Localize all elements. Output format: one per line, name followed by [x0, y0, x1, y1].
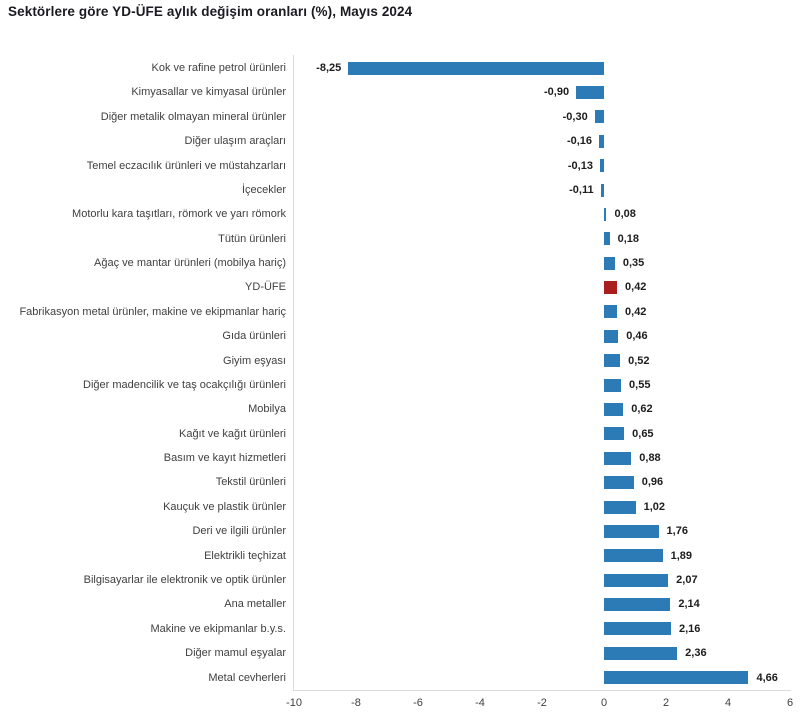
- value-label: -8,25: [316, 62, 342, 74]
- bar[interactable]: [604, 646, 678, 660]
- value-label: -0,13: [567, 159, 593, 172]
- value-label: 1,89: [670, 549, 692, 562]
- category-label: Tekstil ürünleri: [215, 476, 286, 489]
- x-tick-label: -10: [286, 697, 302, 709]
- bar[interactable]: [604, 232, 610, 246]
- category-label: İçecekler: [241, 183, 286, 196]
- value-label: 0,08: [614, 208, 636, 221]
- x-tick-label: 2: [662, 697, 670, 709]
- category-label: Ağaç ve mantar ürünleri (mobilya hariç): [94, 257, 286, 270]
- category-label: YD-ÜFE: [245, 281, 286, 294]
- bar[interactable]: [604, 549, 663, 563]
- value-label: 0,42: [625, 281, 647, 294]
- category-label: Temel eczacılık ürünleri ve müstahzarlar…: [86, 159, 286, 172]
- bar[interactable]: [576, 86, 604, 100]
- bar[interactable]: [604, 524, 659, 538]
- bar[interactable]: [604, 378, 622, 392]
- bar[interactable]: [604, 573, 669, 587]
- value-label: 0,96: [641, 476, 664, 489]
- category-label: Basım ve kayıt hizmetleri: [163, 452, 286, 465]
- x-tick-label: 4: [724, 697, 732, 709]
- category-label: Elektrikli teçhizat: [204, 549, 286, 562]
- value-label: 0,62: [631, 403, 653, 416]
- category-label: Diğer ulaşım araçları: [184, 135, 286, 148]
- bar[interactable]: [604, 671, 749, 685]
- value-label: 0,88: [639, 452, 661, 465]
- category-label: Deri ve ilgili ürünler: [192, 525, 286, 538]
- value-label: 0,52: [628, 354, 650, 367]
- bar[interactable]: [604, 451, 632, 465]
- bar[interactable]: [604, 500, 636, 514]
- category-label: Kimyasallar ve kimyasal ürünler: [131, 86, 286, 99]
- value-label: 0,55: [629, 378, 651, 391]
- value-label: 0,42: [625, 305, 647, 318]
- x-tick-label: -6: [413, 697, 423, 709]
- y-axis-line: [293, 55, 294, 690]
- category-label: Tütün ürünleri: [218, 232, 286, 245]
- value-label: 1,02: [643, 500, 666, 513]
- bar[interactable]: [600, 183, 604, 197]
- value-label: 2,14: [678, 598, 700, 611]
- bar[interactable]: [604, 427, 625, 441]
- category-label: Diğer mamul eşyalar: [185, 647, 286, 660]
- value-label: 2,07: [676, 573, 698, 586]
- category-label: Diğer metalik olmayan mineral ürünler: [100, 110, 286, 123]
- value-label: 0,65: [632, 427, 654, 440]
- value-label: 0,35: [622, 257, 645, 270]
- value-label: 4,66: [756, 671, 778, 684]
- value-label: 2,16: [678, 622, 701, 635]
- bar[interactable]: [604, 305, 618, 319]
- x-tick-label: 0: [600, 697, 608, 709]
- value-label: -0,30: [562, 110, 588, 123]
- value-label: -0,16: [566, 135, 593, 148]
- category-label: Motorlu kara taşıtları, römork ve yarı r…: [72, 208, 286, 221]
- bar[interactable]: [604, 207, 607, 221]
- bar[interactable]: [604, 256, 615, 270]
- category-label: Diğer madencilik ve taş ocakçılığı ürünl…: [83, 378, 286, 391]
- category-label: Kağıt ve kağıt ürünleri: [178, 427, 286, 440]
- bar[interactable]: [604, 329, 619, 343]
- category-label: Giyim eşyası: [223, 354, 286, 367]
- bar[interactable]: [604, 598, 671, 612]
- category-label: Kok ve rafine petrol ürünleri: [151, 62, 286, 74]
- bar[interactable]: [604, 476, 634, 490]
- category-label: Bilgisayarlar ile elektronik ve optik ür…: [83, 573, 286, 586]
- category-label: Fabrikasyon metal ürünler, makine ve eki…: [19, 305, 286, 318]
- bar[interactable]: [599, 134, 604, 148]
- bar[interactable]: [594, 110, 604, 124]
- category-label: Mobilya: [248, 403, 286, 416]
- value-label: -0,11: [569, 183, 594, 196]
- value-label: -0,90: [544, 86, 570, 99]
- value-label: 1,76: [666, 525, 688, 538]
- category-label: Gıda ürünleri: [222, 330, 286, 343]
- bar[interactable]: [604, 403, 624, 416]
- value-label: 0,18: [617, 232, 639, 245]
- bar[interactable]: [604, 354, 621, 368]
- bar[interactable]: [599, 159, 604, 173]
- category-label: Metal cevherleri: [208, 671, 286, 684]
- bar[interactable]: [348, 61, 604, 75]
- x-axis-line: [293, 690, 791, 691]
- value-label: 0,46: [626, 330, 648, 343]
- value-label: 2,36: [685, 647, 707, 660]
- x-tick-label: -8: [351, 697, 361, 709]
- category-label: Kauçuk ve plastik ürünler: [163, 500, 286, 513]
- category-label: Makine ve ekipmanlar b.y.s.: [150, 622, 286, 635]
- x-tick-label: -2: [537, 697, 547, 709]
- x-tick-label: 6: [786, 697, 794, 709]
- chart-title: Sektörlere göre YD-ÜFE aylık değişim ora…: [8, 4, 413, 19]
- category-label: Ana metaller: [224, 598, 286, 611]
- bar[interactable]: [604, 622, 671, 636]
- x-tick-label: -4: [475, 697, 485, 709]
- highlight-bar[interactable]: [604, 281, 618, 295]
